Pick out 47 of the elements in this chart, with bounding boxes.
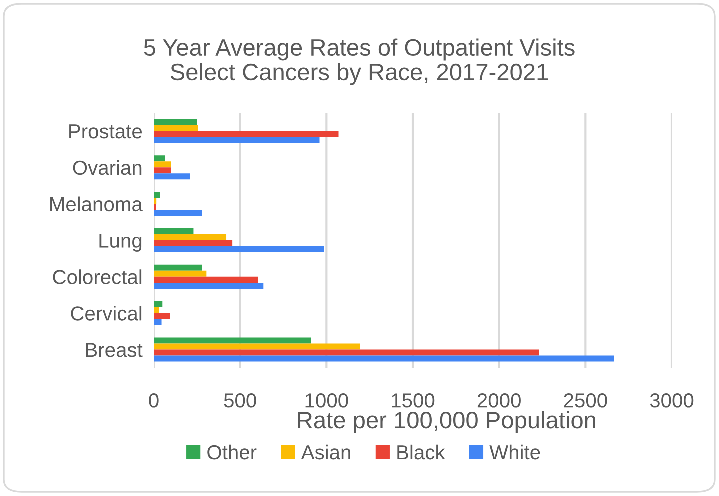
bar	[154, 137, 320, 144]
bar	[154, 156, 166, 162]
bar	[154, 301, 163, 308]
x-tick-label: 1000	[306, 394, 348, 408]
x-axis-title: Rate per 100,000 Population	[298, 411, 596, 434]
bar	[154, 228, 194, 234]
bar	[154, 234, 227, 240]
bar	[154, 307, 160, 314]
y-tick-label: Breast	[86, 343, 143, 358]
y-tick-label: Lung	[100, 234, 142, 252]
bar	[154, 246, 324, 253]
x-tick-label: 500	[224, 394, 256, 408]
y-tick-label: Melanoma	[50, 196, 143, 212]
bar	[154, 168, 172, 174]
legend-label: Black	[398, 444, 446, 460]
bar	[154, 131, 339, 138]
x-tick-label: 0	[149, 394, 159, 408]
x-tick-label: 2500	[564, 394, 608, 408]
bar	[154, 240, 233, 247]
bar	[154, 319, 162, 326]
bar	[154, 338, 312, 344]
bar	[154, 350, 540, 356]
y-tick-label: Colorectal	[53, 270, 142, 284]
x-tick-label: 3000	[650, 394, 694, 408]
legend-label: Asian	[301, 444, 350, 460]
bar	[154, 313, 170, 320]
bar	[154, 125, 198, 132]
legend-label: Other	[208, 444, 257, 460]
y-tick-label: Cervical	[71, 306, 142, 321]
legend-label: White	[490, 444, 540, 460]
x-tick-label: 2000	[478, 394, 521, 408]
bar	[154, 192, 160, 198]
bar	[154, 270, 207, 277]
x-tick-label: 1500	[392, 394, 435, 408]
bar	[154, 276, 258, 283]
bar	[154, 210, 202, 216]
bar	[154, 119, 198, 126]
bar	[154, 264, 202, 271]
bar	[154, 344, 360, 350]
y-tick-label: Prostate	[70, 124, 142, 139]
bar	[154, 198, 157, 204]
chart-title: 5 Year Average Rates of Outpatient Visits Select Cancers by Race, 2017-2021	[144, 38, 575, 86]
bar	[154, 174, 190, 180]
bar	[154, 356, 614, 362]
bar	[154, 162, 172, 168]
bar	[154, 282, 264, 289]
y-tick-label: Ovarian	[73, 160, 142, 176]
